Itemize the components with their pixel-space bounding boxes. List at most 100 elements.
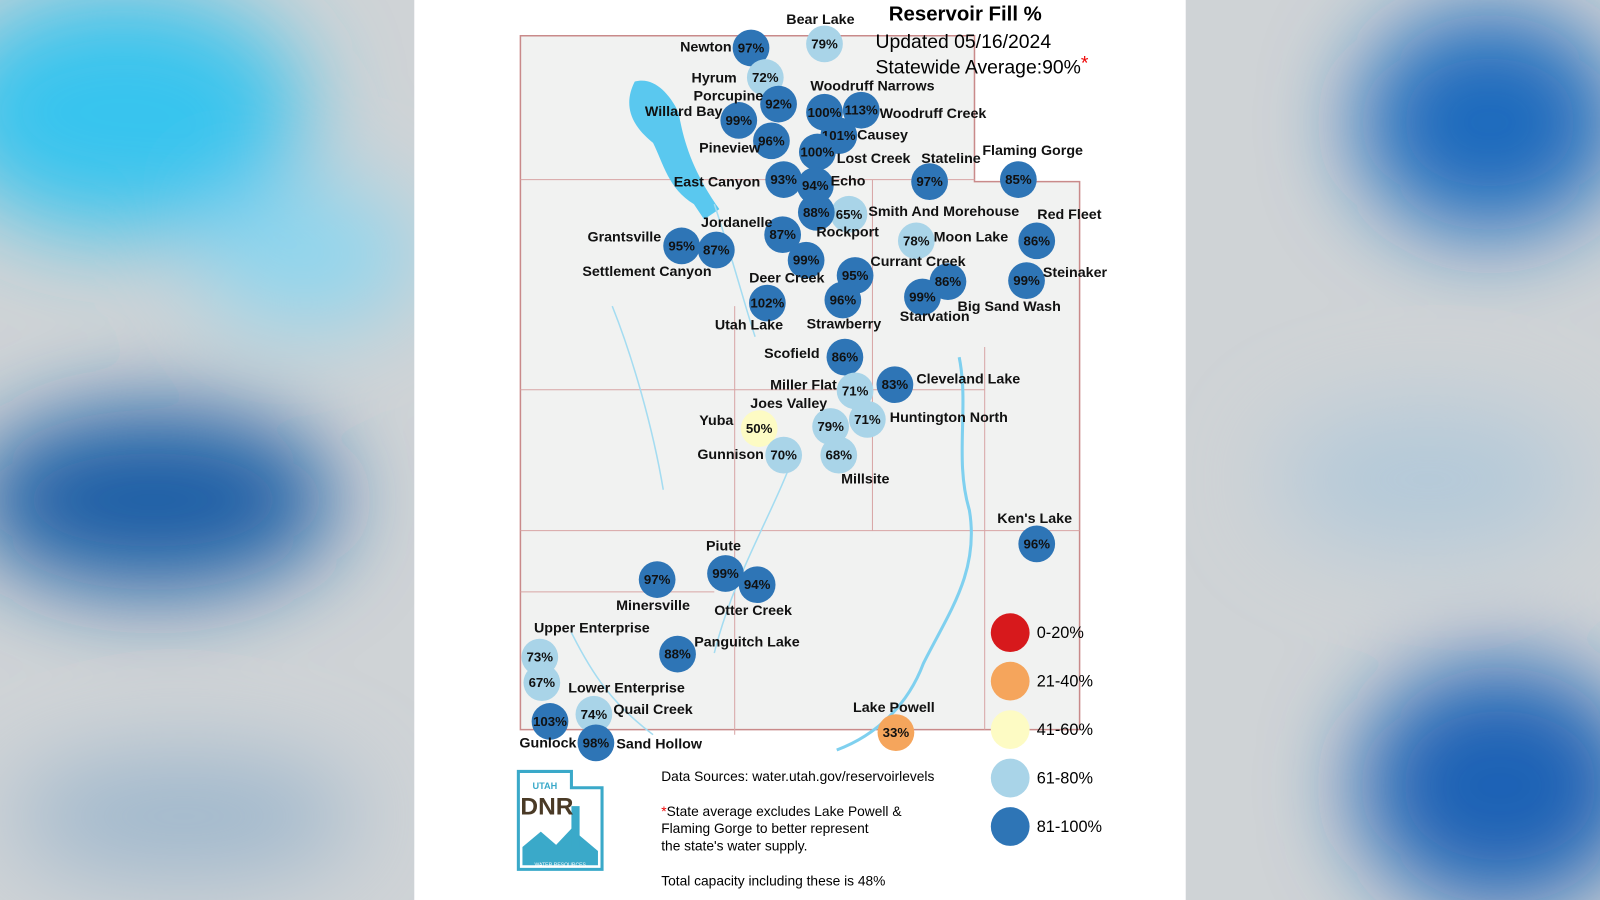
blob [0,0,307,235]
fill-percent: 68% [826,448,853,463]
fill-percent: 97% [644,572,671,587]
reservoir-marker [848,401,886,438]
fill-percent: 102% [750,296,784,311]
legend-swatch [990,758,1030,798]
reservoir-marker [577,724,615,762]
reservoir-marker [798,133,836,171]
reservoir-marker [796,167,834,205]
reservoirs: 97% 79%72%92%100% 113%99%96% 101%100%97% 85%… [519,12,1108,762]
fill-percent: 99% [909,289,936,304]
reservoir-name: Otter Creek [714,603,792,619]
statewide-average: Statewide Average:90%* [876,52,1089,78]
reservoir-marker [638,561,676,598]
reservoir-name: Minersville [616,598,690,614]
fill-percent: 33% [883,725,910,740]
reservoir-name: Panguitch Lake [694,635,799,651]
reservoir-name: Utah Lake [715,317,783,333]
footnote-line: Flaming Gorge to better represent [661,821,869,836]
blob [10,755,358,878]
legend-swatch [990,661,1030,701]
state-outline [519,34,1081,731]
reservoir-marker [575,695,613,733]
asterisk: * [661,804,667,819]
reservoir-name: Woodruff Creek [880,106,987,122]
colorado-river [836,356,973,752]
reservoir-marker [876,366,914,404]
reservoir-name: Willard Bay [645,104,723,120]
reservoir-name: Rockport [816,224,879,240]
legend: 0-20% 21-40% 41-60% 61-80% 81-100% [990,613,1102,846]
blob [1275,408,1582,552]
fill-percent: 88% [664,647,691,662]
great-salt-lake [629,80,720,220]
reservoir-marker [806,25,843,63]
reservoir-name: Upper Enterprise [534,620,650,636]
reservoir-marker [765,436,803,474]
fill-percent: 86% [935,274,962,289]
statewide-average-text: Statewide Average:90% [876,56,1081,78]
fill-percent: 99% [793,253,820,268]
reservoir-marker [897,222,935,260]
fill-percent: 97% [738,40,765,55]
fill-percent: 99% [726,113,753,128]
reservoir-marker [732,29,770,67]
fill-percent: 97% [916,174,943,189]
blob [1357,10,1600,235]
reservoir-marker [738,566,776,604]
fill-percent: 99% [712,566,739,581]
logo-bottom: WATER RESOURCES [534,863,586,869]
fill-percent: 98% [583,735,610,750]
reservoir-marker [787,241,825,279]
reservoir-marker [1018,525,1056,563]
reservoir-marker [836,372,874,410]
reservoir-marker [824,281,862,319]
reservoir-name: Bear Lake [786,12,854,28]
reservoir-name: Echo [831,173,866,189]
reservoir-name: Sand Hollow [616,737,702,753]
reservoir-name: Quail Creek [613,702,692,718]
reservoir-name: Pineview [699,141,761,157]
reservoir-name: Lake Powell [853,700,935,716]
utah-map [519,34,1081,752]
reservoir-name: Huntington North [890,410,1008,426]
reservoir-name: Lower Enterprise [568,681,685,697]
fill-percent: 71% [854,412,881,427]
reservoir-marker [842,91,880,129]
reservoir-marker [764,216,802,254]
reservoir-name: Strawberry [807,316,882,332]
footnote-text: State average excludes Lake Powell & [667,804,902,819]
title: Reservoir Fill % [889,4,1042,26]
logo-main: DNR [520,794,573,821]
fill-percent: 94% [744,577,771,592]
county-lines [520,179,1080,735]
reservoir-name: Yuba [699,413,734,429]
reservoir-marker [740,410,778,447]
reservoir-name: Cleveland Lake [916,371,1020,387]
reservoir-name: Grantsville [587,230,661,246]
reservoir-name: Steinaker [1043,265,1108,281]
reservoir-marker [877,714,915,752]
fill-percent: 95% [842,268,869,283]
reservoir-name: Gunlock [519,736,576,752]
fill-percent: 86% [832,350,859,365]
reservoir-name: Currant Creek [870,254,965,270]
fill-percent: 99% [1013,273,1040,288]
rivers [570,203,797,736]
reservoir-marker [797,193,835,231]
reservoir-name: Flaming Gorge [982,143,1083,159]
updated: Updated 05/16/2024 [876,31,1052,53]
fill-percent: 85% [1005,172,1032,187]
reservoir-name: Millsite [841,471,889,487]
blob [1357,663,1600,900]
reservoir-name: Ken's Lake [997,511,1072,527]
fill-percent: 79% [817,419,844,434]
reservoir-marker [826,338,864,376]
reservoir-marker [531,703,569,740]
reservoir-name: Miller Flat [770,377,837,393]
reservoir-marker [748,284,786,322]
reservoir-name: Big Sand Wash [958,299,1061,315]
fill-percent: 72% [752,70,779,85]
fill-percent: 113% [845,103,878,118]
asterisk: * [1081,52,1089,74]
reservoir-name: Woodruff Narrows [810,79,934,95]
